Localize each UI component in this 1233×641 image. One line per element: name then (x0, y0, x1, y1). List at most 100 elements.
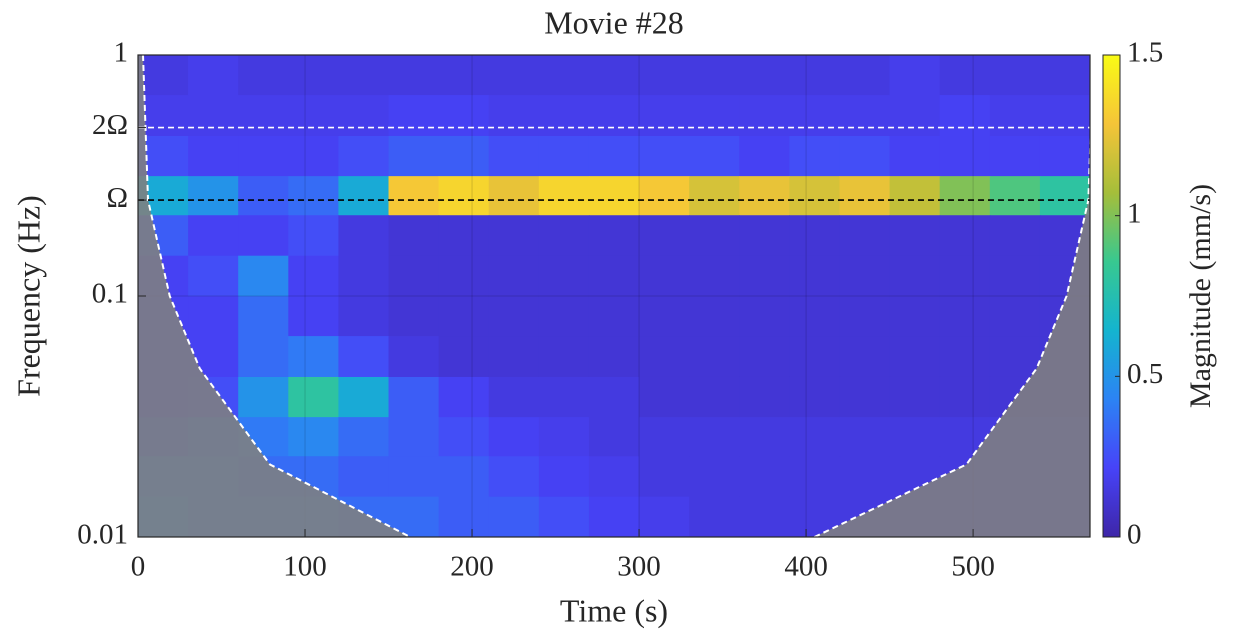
heatmap-cell (188, 255, 239, 297)
heatmap-cell (338, 135, 390, 177)
heatmap-cell (639, 456, 690, 498)
heatmap-cell (388, 255, 440, 297)
heatmap-cell (288, 215, 340, 257)
heatmap-cell (488, 135, 540, 177)
heatmap-cell (588, 496, 640, 537)
colorbar-tick-label: 0.5 (1127, 358, 1163, 390)
cone-edge (142, 55, 411, 537)
heatmap-cell (438, 417, 490, 457)
heatmap-cell (288, 296, 340, 337)
heatmap-cell (188, 55, 239, 96)
y-tick-label: 1 (114, 37, 129, 69)
heatmap-cell (1039, 95, 1090, 137)
heatmap-cell (839, 255, 891, 297)
heatmap-cell (488, 95, 540, 137)
heatmap-cell (538, 456, 590, 498)
heatmap-cell (188, 215, 239, 257)
heatmap-cell (588, 176, 640, 216)
heatmap-cell (939, 215, 991, 257)
overlay (138, 55, 1090, 537)
heatmap-cell (789, 296, 841, 337)
heatmap-cell (238, 215, 289, 257)
x-tick-label: 300 (617, 551, 661, 583)
heatmap-cell (288, 255, 340, 297)
heatmap-cell (438, 255, 490, 297)
heatmap-cell (238, 255, 289, 297)
heatmap-cell (588, 135, 640, 177)
heatmap-cell (388, 296, 440, 337)
heatmap-cell (989, 55, 1041, 96)
heatmap-cell (739, 176, 790, 216)
heatmap-cell (1039, 135, 1090, 177)
heatmap-cell (839, 456, 891, 498)
heatmap-cell (338, 176, 390, 216)
heatmap-cell (338, 95, 390, 137)
y-tick-label: 0.1 (92, 278, 128, 310)
heatmap-cell (488, 176, 540, 216)
heatmap-cell (939, 55, 991, 96)
x-tick-label: 500 (951, 551, 995, 583)
heatmap-cell (739, 417, 790, 457)
heatmap-cell (288, 417, 340, 457)
heatmap-cell (388, 55, 440, 96)
heatmap-cell (839, 336, 891, 378)
heatmap-cell (438, 456, 490, 498)
colorbar-label: Magnitude (mm/s) (1184, 184, 1217, 408)
heatmap-cell (288, 95, 340, 137)
y-axis-label: Frequency (Hz) (10, 195, 46, 397)
heatmap-cell (639, 336, 690, 378)
heatmap-cell (488, 255, 540, 297)
colorbar-tick-label: 1.5 (1127, 37, 1163, 69)
heatmap-cell (789, 135, 841, 177)
heatmap-cell (639, 135, 690, 177)
heatmap-cell (889, 336, 941, 378)
heatmap-cell (438, 215, 490, 257)
heatmap-cell (138, 55, 189, 96)
heatmap-cell (939, 255, 991, 297)
heatmap-cell (689, 296, 740, 337)
heatmap-cell (438, 55, 490, 96)
heatmap-cell (488, 215, 540, 257)
heatmap-cell (889, 255, 941, 297)
heatmap-cell (639, 376, 690, 418)
cone-of-influence (138, 55, 411, 537)
heatmap-cell (839, 176, 891, 216)
heatmap-cell (588, 215, 640, 257)
colorbar (1102, 54, 1121, 538)
heatmap-cell (689, 417, 740, 457)
heatmap-cell (538, 296, 590, 337)
heatmap-cell (889, 376, 941, 418)
heatmap-cell (538, 95, 590, 137)
heatmap-cell (388, 456, 440, 498)
heatmap-cell (689, 95, 740, 137)
heatmap-cell (588, 255, 640, 297)
heatmap-cell (989, 336, 1041, 378)
heatmap-cell (839, 135, 891, 177)
heatmap-cell (789, 215, 841, 257)
heatmap-cell (588, 417, 640, 457)
heatmap-cell (338, 417, 390, 457)
heatmap-cell (939, 376, 991, 418)
colorbar-tick-label: 0 (1127, 519, 1142, 551)
heatmap-cell (689, 456, 740, 498)
heatmap-cell (188, 296, 239, 337)
heatmap-cell (338, 336, 390, 378)
heatmap-cell (689, 376, 740, 418)
heatmap-cell (839, 215, 891, 257)
x-tick-label: 400 (784, 551, 828, 583)
y-tick-label: 0.01 (77, 519, 128, 551)
heatmap-cell (1039, 176, 1090, 216)
heatmap-cell (639, 95, 690, 137)
heatmap-cell (338, 296, 390, 337)
heatmap-cell (889, 215, 941, 257)
heatmap-cell (889, 296, 941, 337)
heatmap-cell (639, 255, 690, 297)
chart-title: Movie #28 (544, 4, 684, 40)
heatmap-cell (939, 336, 991, 378)
heatmap-cell (739, 215, 790, 257)
cone-of-influence (814, 55, 1090, 537)
cone-edge (813, 122, 1090, 537)
heatmap-cell (639, 296, 690, 337)
heatmap-cell (288, 376, 340, 418)
